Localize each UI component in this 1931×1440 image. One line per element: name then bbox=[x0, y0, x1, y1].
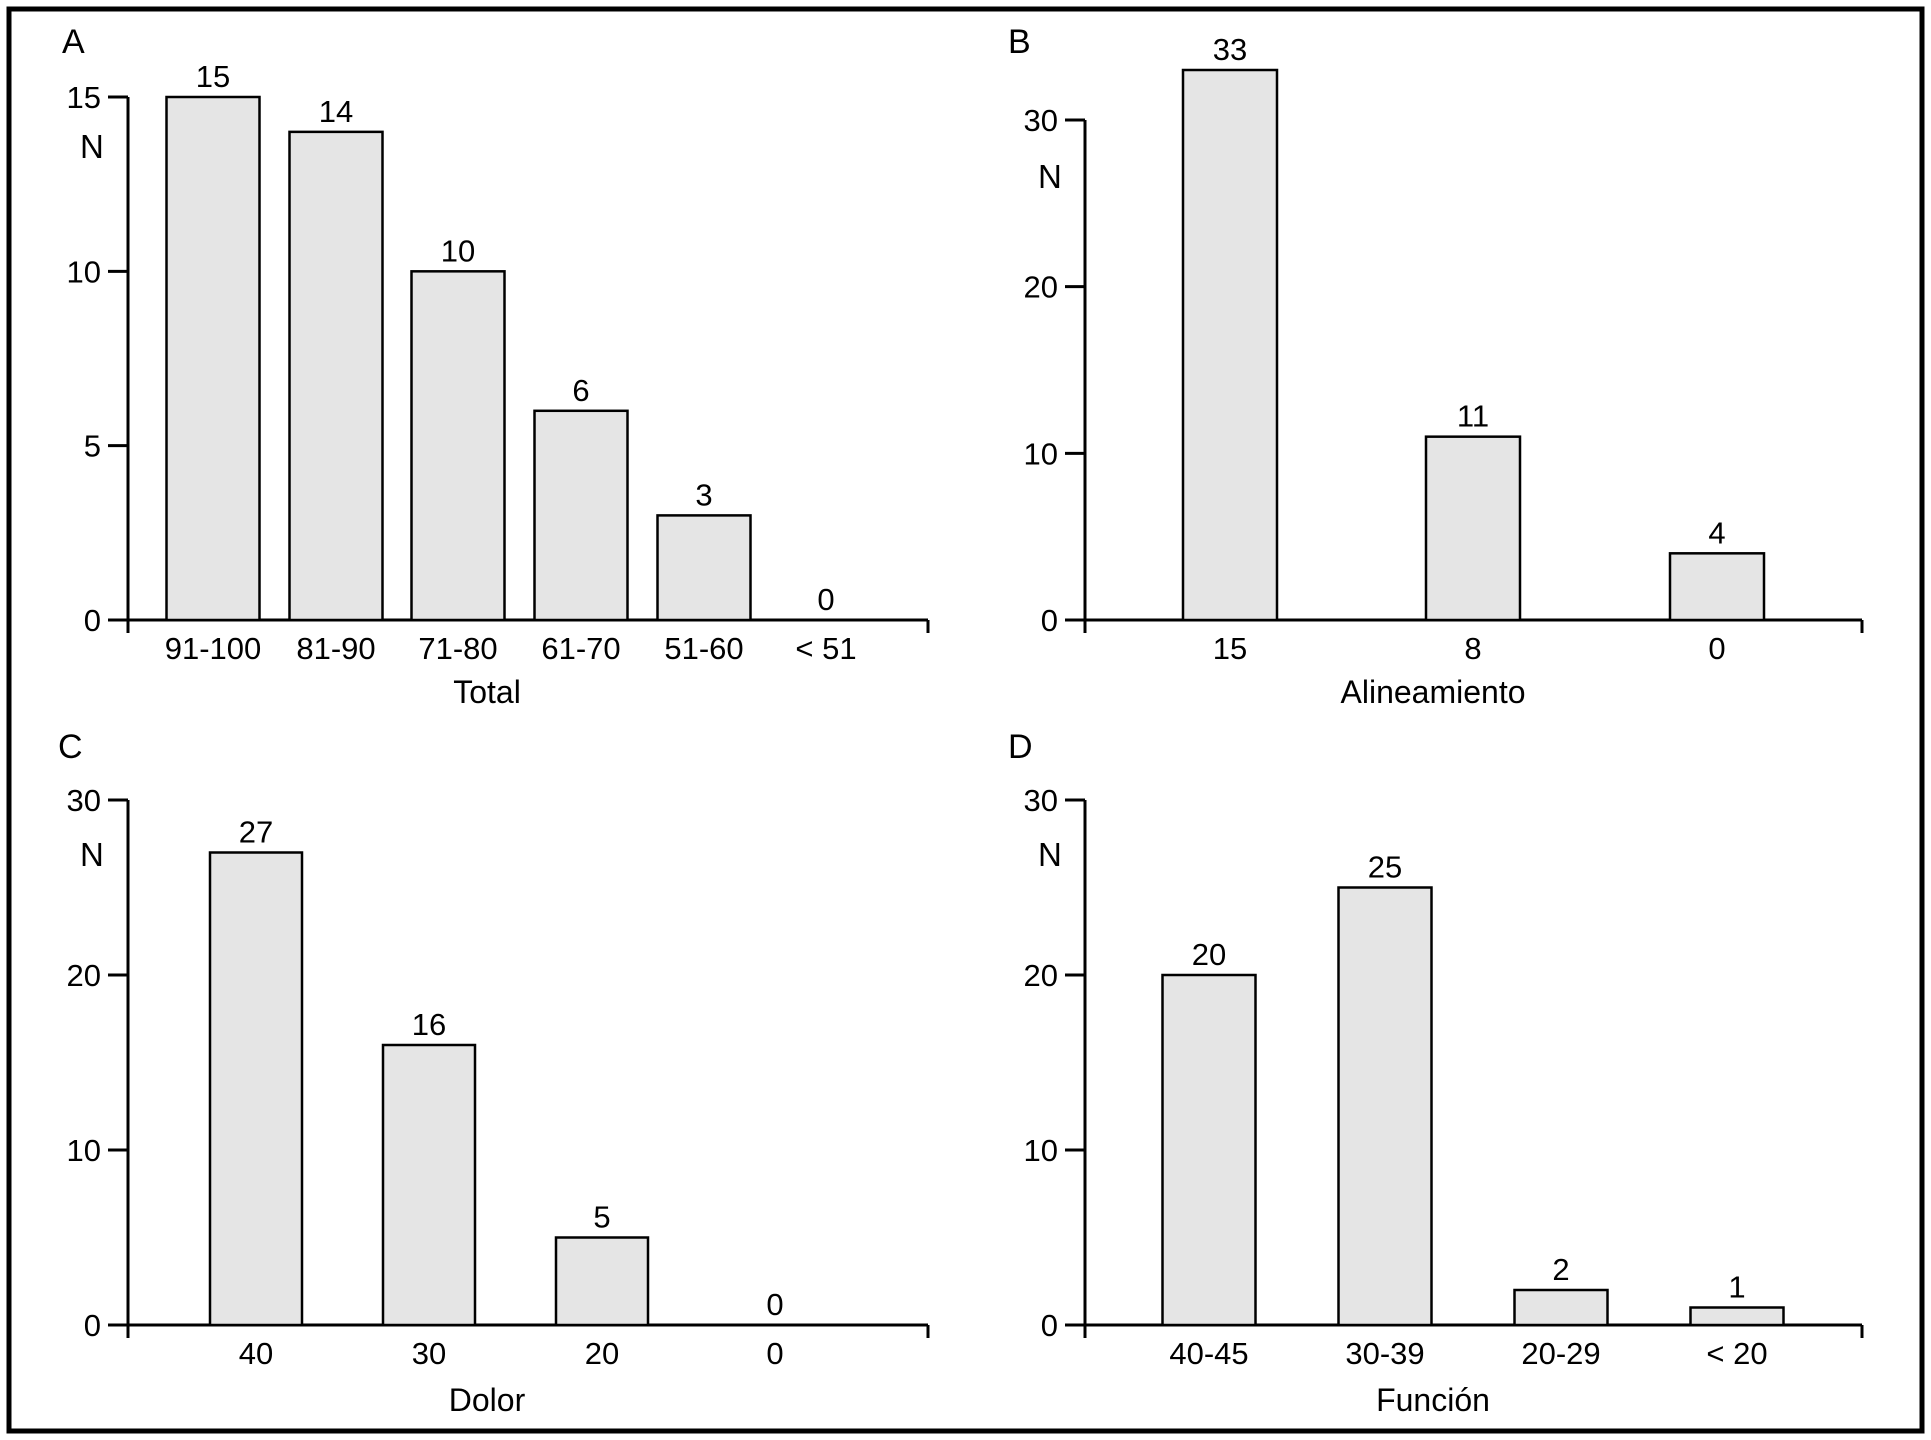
y-tick-label: 30 bbox=[1024, 103, 1058, 138]
bar bbox=[656, 514, 752, 622]
bar-value-label: 25 bbox=[1368, 850, 1402, 885]
panel-B: 0 10 20 30 33 15 11 8 4 0 B N Alineamiento bbox=[1008, 23, 1864, 710]
x-tick-label: 20 bbox=[585, 1336, 619, 1371]
bar-value-label: 33 bbox=[1213, 32, 1247, 67]
y-tick-label: 30 bbox=[67, 783, 101, 818]
x-tick-label: 40 bbox=[239, 1336, 273, 1371]
bar bbox=[1337, 886, 1433, 1327]
panel-letter: C bbox=[58, 728, 83, 766]
x-tick-label: < 51 bbox=[795, 631, 856, 666]
x-tick-label: 71-80 bbox=[418, 631, 497, 666]
x-tick-label: < 20 bbox=[1706, 1336, 1767, 1371]
y-axis-label: N bbox=[1038, 836, 1062, 873]
x-tick-label: 81-90 bbox=[296, 631, 375, 666]
bar-value-label: 1 bbox=[1728, 1270, 1745, 1305]
bar bbox=[1181, 68, 1279, 622]
panel-C: 0 10 20 30 27 40 16 30 5 20 0 0 C N Dolor bbox=[58, 728, 930, 1418]
bar-value-label: 16 bbox=[412, 1007, 446, 1042]
bar bbox=[1668, 552, 1766, 622]
panel-A: 0 5 10 15 15 91-100 14 81-90 10 71-80 6 61-70 3 51-60… bbox=[62, 23, 930, 710]
y-tick-label: 0 bbox=[84, 1308, 101, 1343]
bar-value-label: 15 bbox=[196, 59, 230, 94]
panel-letter: B bbox=[1008, 23, 1031, 61]
bar-value-label: 27 bbox=[239, 815, 273, 850]
x-axis-title: Total bbox=[453, 674, 521, 710]
y-tick-label: 10 bbox=[67, 254, 101, 289]
bar bbox=[165, 95, 261, 622]
bar-value-label: 6 bbox=[572, 373, 589, 408]
panel-D: 0 10 20 30 20 40-45 25 30-39 2 20-29 1 < 20 D N Funció… bbox=[1008, 728, 1864, 1418]
bar-value-label: 2 bbox=[1552, 1252, 1569, 1287]
bar-value-label: 0 bbox=[817, 582, 834, 617]
y-tick-label: 20 bbox=[1024, 270, 1058, 305]
bar bbox=[554, 1236, 650, 1327]
y-tick-label: 10 bbox=[67, 1133, 101, 1168]
figure-frame bbox=[6, 6, 1925, 1434]
y-tick-label: 20 bbox=[1024, 958, 1058, 993]
bar-value-label: 14 bbox=[319, 94, 353, 129]
x-tick-label: 15 bbox=[1213, 631, 1247, 666]
bar-value-label: 10 bbox=[441, 233, 475, 268]
x-axis-title: Alineamiento bbox=[1341, 674, 1526, 710]
x-tick-label: 40-45 bbox=[1169, 1336, 1248, 1371]
y-tick-label: 20 bbox=[67, 958, 101, 993]
bar bbox=[1689, 1306, 1785, 1327]
y-axis-label: N bbox=[80, 836, 104, 873]
x-tick-label: 91-100 bbox=[165, 631, 262, 666]
bar bbox=[533, 409, 629, 622]
bar bbox=[1513, 1288, 1609, 1327]
y-tick-label: 10 bbox=[1024, 436, 1058, 471]
x-tick-label: 61-70 bbox=[541, 631, 620, 666]
bar bbox=[381, 1043, 477, 1327]
x-axis-title: Dolor bbox=[449, 1382, 526, 1418]
bar-value-label: 3 bbox=[695, 477, 712, 512]
bar-value-label: 0 bbox=[766, 1287, 783, 1322]
x-tick-label: 20-29 bbox=[1521, 1336, 1600, 1371]
bar-value-label: 5 bbox=[593, 1200, 610, 1235]
bar bbox=[1161, 973, 1257, 1327]
bar-value-label: 20 bbox=[1192, 937, 1226, 972]
bar bbox=[410, 270, 506, 622]
y-tick-label: 0 bbox=[1041, 603, 1058, 638]
y-tick-label: 10 bbox=[1024, 1133, 1058, 1168]
bar bbox=[1424, 435, 1522, 622]
x-axis-title: Función bbox=[1376, 1382, 1490, 1418]
x-tick-label: 0 bbox=[1708, 631, 1725, 666]
x-tick-label: 0 bbox=[766, 1336, 783, 1371]
y-tick-label: 0 bbox=[1041, 1308, 1058, 1343]
y-tick-label: 15 bbox=[67, 80, 101, 115]
y-tick-label: 0 bbox=[84, 603, 101, 638]
x-tick-label: 51-60 bbox=[664, 631, 743, 666]
x-tick-label: 8 bbox=[1464, 631, 1481, 666]
y-axis-label: N bbox=[1038, 158, 1062, 195]
bar-value-label: 4 bbox=[1708, 515, 1725, 550]
x-tick-label: 30-39 bbox=[1345, 1336, 1424, 1371]
bar-value-label: 11 bbox=[1457, 399, 1489, 434]
y-tick-label: 30 bbox=[1024, 783, 1058, 818]
y-axis-label: N bbox=[80, 128, 104, 165]
panel-letter: A bbox=[62, 23, 85, 61]
bar bbox=[208, 851, 304, 1327]
bar bbox=[288, 130, 384, 622]
y-tick-label: 5 bbox=[84, 429, 101, 464]
panel-letter: D bbox=[1008, 728, 1033, 766]
x-tick-label: 30 bbox=[412, 1336, 446, 1371]
